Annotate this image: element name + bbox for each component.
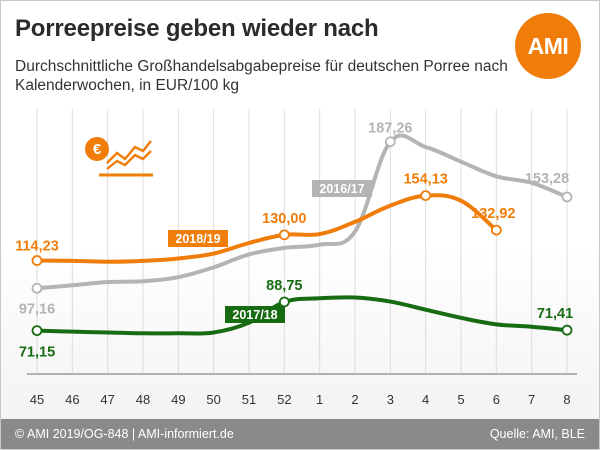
euro-price-chart-icon: € [85, 137, 153, 177]
footer-source: Quelle: AMI, BLE [489, 427, 585, 441]
data-point-2016-17-0 [31, 282, 43, 294]
series-tag-box-2018-19 [168, 230, 228, 247]
x-tick-label: 6 [493, 392, 500, 407]
data-point-2018-19-13 [490, 224, 502, 236]
euro-coin-icon [85, 137, 109, 161]
data-label-2016-17-15: 153,28 [525, 171, 569, 187]
series-tag-box-2017-18 [225, 306, 285, 323]
grid-lines [36, 109, 568, 373]
x-tick-label: 4 [422, 392, 429, 407]
ami-logo-text: AMI [527, 32, 569, 59]
data-label-2018-19-0: 114,23 [15, 239, 59, 255]
data-point-2016-17-15 [561, 191, 573, 203]
data-point-2016-17-10 [384, 136, 396, 148]
x-tick-label: 51 [242, 392, 256, 407]
ami-logo: AMI [515, 13, 581, 79]
series-label-layer: 2016/17 2018/19 2017/18 [168, 180, 372, 323]
price-trend-icon-line-1 [106, 140, 152, 164]
data-label-2018-19-7: 130,00 [262, 211, 306, 227]
data-label-2017-18-15: 71,41 [537, 306, 573, 322]
x-tick-label: 47 [100, 392, 114, 407]
series-tag-2016-17: 2016/17 [319, 182, 364, 196]
chart-title: Porreepreise geben wieder nach [15, 15, 379, 42]
data-point-2017-18-7 [278, 296, 290, 308]
data-point-2018-19-0 [31, 255, 43, 266]
x-tick-label: 46 [65, 392, 79, 407]
footer-copyright: © AMI 2019/OG-848 | AMI-informiert.de [15, 427, 234, 441]
data-label-2017-18-0: 71,15 [19, 345, 55, 361]
series-tag-box-2016-17 [312, 180, 372, 197]
x-tick-label: 49 [171, 392, 185, 407]
x-tick-label: 3 [387, 392, 394, 407]
x-tick-label: 7 [528, 392, 535, 407]
x-tick-label: 5 [457, 392, 464, 407]
x-tick-label: 45 [30, 392, 44, 407]
data-point-2017-18-15 [561, 324, 573, 336]
data-label-2016-17-10: 187,26 [368, 121, 412, 137]
data-label-2018-19-11: 154,13 [403, 172, 447, 188]
x-tick-label: 48 [136, 392, 150, 407]
data-point-2017-18-0 [31, 325, 43, 336]
x-tick-label: 2 [351, 392, 358, 407]
series-tag-2017-18: 2017/18 [232, 308, 277, 322]
footer-bar: © AMI 2019/OG-848 | AMI-informiert.de Qu… [1, 419, 599, 449]
euro-symbol-glyph: € [93, 141, 102, 158]
series-tag-2018-19: 2018/19 [175, 232, 220, 246]
series-line-2017-18 [35, 295, 569, 336]
data-point-2018-19-7 [278, 229, 290, 241]
series-line-2016-17 [35, 133, 569, 291]
data-label-2016-17-0: 97,16 [19, 301, 55, 317]
data-label-2017-18-7: 88,75 [266, 278, 302, 294]
chart-subtitle: Durchschnittliche Großhandelsabgabepreis… [15, 58, 508, 94]
data-point-2018-19-11 [420, 190, 432, 202]
series-layer [31, 133, 573, 336]
x-tick-label: 1 [316, 392, 323, 407]
data-label-2018-19-13: 132,92 [471, 206, 515, 222]
x-axis: 45 46 47 48 49 50 51 52 1 2 3 4 5 6 7 8 [27, 373, 577, 407]
x-tick-label: 52 [277, 392, 291, 407]
data-label-layer: 97,16 187,26 153,28 114,23 130,00 154,13 132,9… [15, 121, 573, 361]
x-tick-label: 50 [206, 392, 220, 407]
price-trend-icon-line-2 [106, 150, 152, 170]
line-chart: 45 46 47 48 49 50 51 52 1 2 3 4 5 6 7 8 € 97,16187,2615… [15, 109, 577, 407]
x-tick-label: 8 [563, 392, 570, 407]
